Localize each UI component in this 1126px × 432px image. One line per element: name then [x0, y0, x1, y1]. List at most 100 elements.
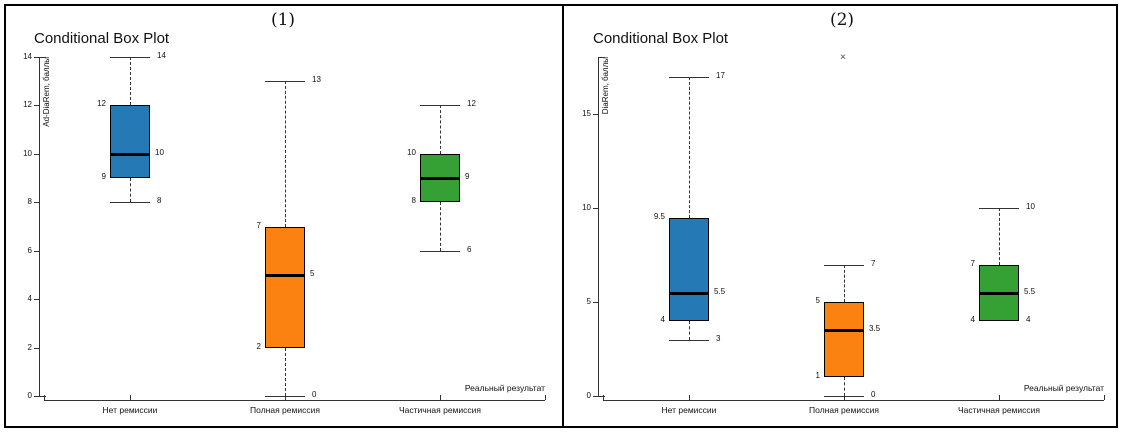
x-category-label: Частичная ремиссия [958, 405, 1040, 415]
upper-whisker [285, 81, 286, 227]
lower-whisker-cap [420, 251, 460, 252]
y-tick-label: 5 [586, 297, 591, 306]
chart-title: Conditional Box Plot [593, 30, 729, 47]
median-label: 3.5 [869, 324, 881, 333]
y-tick-label: 6 [27, 246, 32, 255]
lower-whisker-label: 0 [871, 390, 876, 399]
y-tick [593, 396, 598, 397]
x-axis-line [603, 400, 1104, 401]
upper-whisker [844, 265, 845, 302]
upper-whisker [130, 57, 131, 105]
median-line [420, 177, 460, 180]
q1-label: 4 [660, 315, 665, 324]
outlier-marker: × [840, 52, 846, 63]
upper-whisker-cap [824, 265, 864, 266]
box [110, 105, 150, 178]
box [669, 218, 709, 321]
upper-whisker [689, 77, 690, 218]
q1-label: 9 [101, 172, 106, 181]
x-axis-line [44, 400, 545, 401]
q3-label: 12 [97, 99, 106, 108]
x-axis-right-cap [545, 395, 546, 400]
figure-border [4, 4, 1118, 428]
x-axis-right-cap [1104, 395, 1105, 400]
q1-label: 8 [411, 196, 416, 205]
median-line [669, 292, 709, 295]
plot-area: 0 2 4 6 8 10 12 14 Нет ремиссии Полная ремиссия Ча… [6, 6, 560, 424]
x-tick [844, 395, 845, 400]
upper-whisker-cap [420, 105, 460, 106]
chart-title: Conditional Box Plot [34, 30, 170, 47]
lower-whisker-label: 3 [716, 334, 721, 343]
q3-label: 10 [407, 148, 416, 157]
y-axis-top-cap [598, 57, 605, 58]
y-axis-bottom-cap [39, 396, 46, 397]
q1-label: 4 [970, 315, 975, 324]
y-tick-label: 12 [23, 100, 32, 109]
median-label: 5.5 [1024, 287, 1036, 296]
median-label: 10 [155, 148, 164, 157]
y-tick [34, 105, 39, 106]
x-axis-label: Реальный результат [464, 383, 545, 393]
x-axis-label: Реальный результат [1023, 383, 1104, 393]
y-tick-label: 14 [23, 52, 32, 61]
y-tick-label: 10 [23, 149, 32, 158]
y-tick [34, 396, 39, 397]
y-tick [593, 208, 598, 209]
lower-whisker-cap [265, 396, 305, 397]
x-tick [285, 395, 286, 400]
y-tick-label: 2 [27, 343, 32, 352]
x-category-label: Частичная ремиссия [399, 405, 481, 415]
panel-number: (1) [270, 10, 296, 30]
upper-whisker-label: 13 [312, 75, 321, 84]
q3-label: 9.5 [653, 212, 665, 221]
y-tick [34, 57, 39, 58]
lower-whisker-cap [669, 340, 709, 341]
lower-whisker-label: 6 [467, 245, 472, 254]
median-label: 9 [465, 172, 470, 181]
lower-whisker [130, 178, 131, 202]
panel-divider [562, 4, 564, 428]
q1-label: 1 [815, 371, 820, 380]
y-tick [593, 114, 598, 115]
y-tick [34, 154, 39, 155]
y-axis-line [598, 57, 599, 397]
upper-whisker [999, 208, 1000, 265]
x-tick [130, 395, 131, 400]
upper-whisker-label: 14 [157, 51, 166, 60]
panel-1: (1) Conditional Box Plot Ad-DiaRem, балл… [6, 6, 560, 424]
y-tick-label: 4 [27, 294, 32, 303]
x-tick [999, 395, 1000, 400]
lower-whisker-label: 4 [1026, 315, 1031, 324]
upper-whisker-label: 10 [1026, 202, 1035, 211]
lower-whisker-cap [824, 396, 864, 397]
y-axis-top-cap [39, 57, 46, 58]
median-line [979, 292, 1019, 295]
upper-whisker-cap [110, 57, 150, 58]
box [824, 302, 864, 377]
q3-label: 7 [256, 221, 261, 230]
lower-whisker-cap [110, 202, 150, 203]
x-category-label: Полная ремиссия [250, 405, 320, 415]
upper-whisker-label: 7 [871, 259, 876, 268]
lower-whisker-label: 0 [312, 390, 317, 399]
x-category-label: Нет ремиссии [102, 405, 158, 415]
y-tick-label: 15 [582, 109, 591, 118]
panel-number: (2) [829, 10, 855, 30]
median-line [265, 274, 305, 277]
median-label: 5 [310, 269, 315, 278]
x-axis-left-cap [603, 395, 604, 400]
y-tick [34, 348, 39, 349]
x-axis-left-cap [44, 395, 45, 400]
x-tick [440, 395, 441, 400]
upper-whisker-cap [265, 81, 305, 82]
y-tick [34, 251, 39, 252]
box [265, 227, 305, 348]
panel-2: (2) Conditional Box Plot DiaRem, баллы Р… [565, 6, 1119, 424]
upper-whisker-cap [669, 77, 709, 78]
y-tick [593, 302, 598, 303]
upper-whisker [440, 105, 441, 154]
q3-label: 7 [970, 259, 975, 268]
upper-whisker-label: 17 [716, 71, 725, 80]
